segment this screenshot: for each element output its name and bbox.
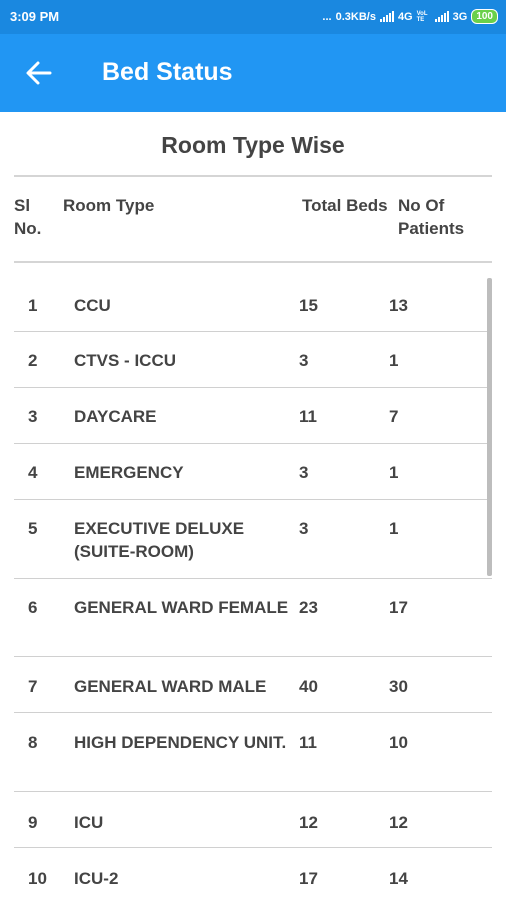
- network-speed: 0.3KB/s: [335, 10, 376, 23]
- cell-room-type: HIGH DEPENDENCY UNIT.: [74, 733, 287, 752]
- cell-sl: 6: [28, 598, 38, 617]
- table-row[interactable]: 6 GENERAL WARD FEMALE 23 17: [14, 579, 492, 657]
- table-row[interactable]: 8 HIGH DEPENDENCY UNIT. 11 10: [14, 713, 492, 792]
- cell-total-beds: 23: [299, 598, 318, 617]
- scrollbar[interactable]: [487, 278, 492, 576]
- room-list[interactable]: 1 CCU 15 13 2 CTVS - ICCU 3 1 3 DAYCARE …: [0, 275, 506, 903]
- cell-sl: 5: [28, 519, 38, 538]
- cell-room-type: CCU: [74, 296, 111, 315]
- network-type-1: 4G: [397, 10, 413, 23]
- cell-total-beds: 11: [299, 407, 317, 426]
- status-bar: 3:09 PM ... 0.3KB/s 4G VoLTE 3G 100: [0, 0, 506, 34]
- cell-room-type: ICU-2: [74, 869, 119, 888]
- table-row[interactable]: 2 CTVS - ICCU 3 1: [14, 332, 492, 388]
- cell-patients: 1: [389, 519, 399, 538]
- cell-sl: 7: [28, 677, 38, 696]
- status-time: 3:09 PM: [10, 9, 60, 24]
- cell-total-beds: 40: [299, 677, 318, 696]
- cell-sl: 3: [28, 407, 38, 426]
- cell-patients: 17: [389, 598, 408, 617]
- cell-room-type: DAYCARE: [74, 407, 157, 426]
- cell-patients: 7: [389, 407, 399, 426]
- cell-patients: 14: [389, 869, 408, 888]
- divider-header: [14, 261, 492, 263]
- table-row[interactable]: 7 GENERAL WARD MALE 40 30: [14, 657, 492, 713]
- header-patients: No Of Patients: [398, 196, 465, 238]
- arrow-back-icon[interactable]: [24, 59, 54, 87]
- cell-patients: 13: [389, 296, 408, 315]
- cell-patients: 1: [389, 351, 399, 370]
- divider-top: [14, 175, 492, 177]
- more-dots: ...: [322, 10, 332, 23]
- network-type-2: 3G: [452, 10, 468, 23]
- volte-label: VoLTE: [416, 10, 428, 23]
- signal-icon: [379, 11, 394, 22]
- cell-patients: 12: [389, 813, 408, 832]
- cell-patients: 10: [389, 733, 408, 752]
- battery-icon: 100: [471, 9, 498, 24]
- table-row[interactable]: 3 DAYCARE 11 7: [14, 388, 492, 444]
- page-title: Bed Status: [102, 58, 233, 86]
- cell-sl: 1: [28, 296, 38, 315]
- table-row[interactable]: 5 EXECUTIVE DELUXE (SUITE-ROOM) 3 1: [14, 500, 492, 579]
- cell-sl: 4: [28, 463, 38, 482]
- cell-total-beds: 11: [299, 733, 317, 752]
- cell-total-beds: 3: [299, 463, 309, 482]
- cell-total-beds: 15: [299, 296, 318, 315]
- cell-room-type: CTVS - ICCU: [74, 351, 176, 370]
- cell-patients: 30: [389, 677, 408, 696]
- cell-room-type: GENERAL WARD MALE: [74, 677, 267, 696]
- cell-patients: 1: [389, 463, 399, 482]
- header-sl: Sl No.: [14, 196, 42, 238]
- cell-room-type: EMERGENCY: [74, 463, 184, 482]
- cell-room-type: ICU: [74, 813, 104, 832]
- cell-room-type: EXECUTIVE DELUXE (SUITE-ROOM): [74, 519, 245, 561]
- cell-total-beds: 12: [299, 813, 318, 832]
- section-title: Room Type Wise: [161, 132, 345, 158]
- table-row[interactable]: 4 EMERGENCY 3 1: [14, 444, 492, 500]
- header-room-type: Room Type: [63, 196, 155, 215]
- signal-icon-2: [434, 11, 449, 22]
- cell-total-beds: 17: [299, 869, 318, 888]
- cell-sl: 2: [28, 351, 38, 370]
- cell-total-beds: 3: [299, 351, 309, 370]
- table-row[interactable]: 9 ICU 12 12: [14, 792, 492, 848]
- app-bar: Bed Status: [0, 34, 506, 112]
- table-row[interactable]: 10 ICU-2 17 14: [14, 848, 492, 903]
- header-total-beds: Total Beds: [302, 196, 388, 215]
- cell-room-type: GENERAL WARD FEMALE: [74, 598, 289, 617]
- cell-sl: 9: [28, 813, 38, 832]
- status-indicators: ... 0.3KB/s 4G VoLTE 3G 100: [322, 9, 498, 24]
- cell-sl: 10: [28, 869, 47, 888]
- table-row[interactable]: 1 CCU 15 13: [14, 275, 492, 332]
- cell-total-beds: 3: [299, 519, 309, 538]
- cell-sl: 8: [28, 733, 38, 752]
